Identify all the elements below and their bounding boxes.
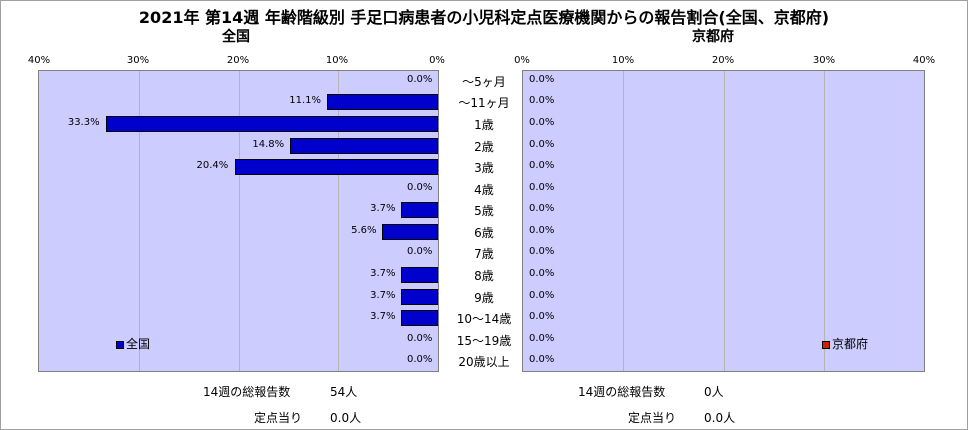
left-data-label: 14.8% bbox=[252, 138, 285, 150]
right-legend: 京都府 bbox=[822, 335, 868, 352]
right-data-label: 0.0% bbox=[529, 354, 555, 366]
category-label: 4歳 bbox=[474, 182, 494, 197]
left-data-label: 0.0% bbox=[407, 181, 433, 193]
left-bar bbox=[234, 159, 438, 176]
left-tick-label: 30% bbox=[126, 55, 150, 66]
left-tick-label: 10% bbox=[325, 55, 349, 66]
right-data-label: 0.0% bbox=[529, 203, 555, 215]
right-data-label: 0.0% bbox=[529, 289, 555, 301]
left-per-value: 0.0人 bbox=[330, 411, 362, 425]
category-label: ～11ヶ月 bbox=[458, 96, 510, 111]
left-bar bbox=[327, 94, 438, 111]
category-label: 10～14歳 bbox=[456, 312, 512, 327]
right-plot-area bbox=[522, 70, 925, 372]
left-per-label: 定点当り bbox=[254, 411, 303, 425]
right-data-label: 0.0% bbox=[529, 246, 555, 258]
right-data-label: 0.0% bbox=[529, 267, 555, 279]
gridline bbox=[724, 71, 725, 371]
category-label: 8歳 bbox=[474, 268, 494, 283]
right-tick-label: 20% bbox=[711, 55, 735, 66]
left-bar bbox=[401, 202, 438, 219]
gridline bbox=[239, 71, 240, 371]
left-data-label: 0.0% bbox=[407, 73, 433, 85]
left-data-label: 3.7% bbox=[370, 311, 396, 323]
gridline bbox=[338, 71, 339, 371]
category-label: 5歳 bbox=[474, 204, 494, 219]
left-data-label: 20.4% bbox=[196, 160, 229, 172]
category-label: 3歳 bbox=[474, 161, 494, 176]
category-label: ～5ヶ月 bbox=[462, 74, 506, 89]
category-label: 7歳 bbox=[474, 247, 494, 262]
left-data-label: 33.3% bbox=[67, 116, 100, 128]
right-data-label: 0.0% bbox=[529, 311, 555, 323]
left-total-label: 14週の総報告数 bbox=[203, 385, 291, 399]
left-data-label: 0.0% bbox=[407, 354, 433, 366]
left-bar bbox=[401, 310, 438, 327]
right-data-label: 0.0% bbox=[529, 73, 555, 85]
right-total-label: 14週の総報告数 bbox=[578, 385, 666, 399]
left-bar bbox=[382, 223, 438, 240]
category-label: 2歳 bbox=[474, 139, 494, 154]
left-total-value: 54人 bbox=[330, 385, 358, 399]
right-data-label: 0.0% bbox=[529, 116, 555, 128]
right-tick-label: 30% bbox=[812, 55, 836, 66]
left-data-label: 3.7% bbox=[370, 203, 396, 215]
legend-swatch bbox=[116, 340, 124, 349]
left-bar bbox=[401, 288, 438, 305]
left-data-label: 11.1% bbox=[289, 95, 322, 107]
category-label: 20歳以上 bbox=[458, 355, 510, 370]
legend-label: 京都府 bbox=[832, 337, 869, 351]
category-label: 15～19歳 bbox=[456, 333, 512, 348]
category-label: 9歳 bbox=[474, 290, 494, 305]
right-tick-label: 0% bbox=[514, 55, 530, 66]
left-data-label: 3.7% bbox=[370, 289, 396, 301]
left-bar bbox=[290, 137, 438, 154]
right-per-label: 定点当り bbox=[628, 411, 677, 425]
right-data-label: 0.0% bbox=[529, 138, 555, 150]
right-per-value: 0.0人 bbox=[704, 411, 736, 425]
left-data-label: 0.0% bbox=[407, 246, 433, 258]
right-total-value: 0人 bbox=[704, 385, 724, 399]
category-label: 6歳 bbox=[474, 225, 494, 240]
right-tick-label: 40% bbox=[912, 55, 936, 66]
left-legend: 全国 bbox=[116, 335, 150, 352]
legend-swatch bbox=[822, 340, 830, 349]
left-data-label: 5.6% bbox=[351, 224, 377, 236]
right-tick-label: 10% bbox=[611, 55, 635, 66]
right-subtitle: 京都府 bbox=[692, 29, 734, 45]
left-tick-label: 0% bbox=[429, 55, 445, 66]
right-data-label: 0.0% bbox=[529, 181, 555, 193]
chart-title: 2021年 第14週 年齢階級別 手足口病患者の小児科定点医療機関からの報告割合… bbox=[138, 8, 830, 27]
left-bar bbox=[105, 115, 438, 132]
gridline bbox=[139, 71, 140, 371]
category-label: 1歳 bbox=[474, 117, 494, 132]
left-subtitle: 全国 bbox=[222, 29, 250, 45]
left-data-label: 0.0% bbox=[407, 332, 433, 344]
left-bar bbox=[401, 266, 438, 283]
left-tick-label: 40% bbox=[27, 55, 51, 66]
right-data-label: 0.0% bbox=[529, 160, 555, 172]
gridline bbox=[824, 71, 825, 371]
left-tick-label: 20% bbox=[226, 55, 250, 66]
legend-label: 全国 bbox=[126, 337, 151, 351]
right-data-label: 0.0% bbox=[529, 332, 555, 344]
right-data-label: 0.0% bbox=[529, 224, 555, 236]
right-data-label: 0.0% bbox=[529, 95, 555, 107]
left-data-label: 3.7% bbox=[370, 267, 396, 279]
gridline bbox=[623, 71, 624, 371]
